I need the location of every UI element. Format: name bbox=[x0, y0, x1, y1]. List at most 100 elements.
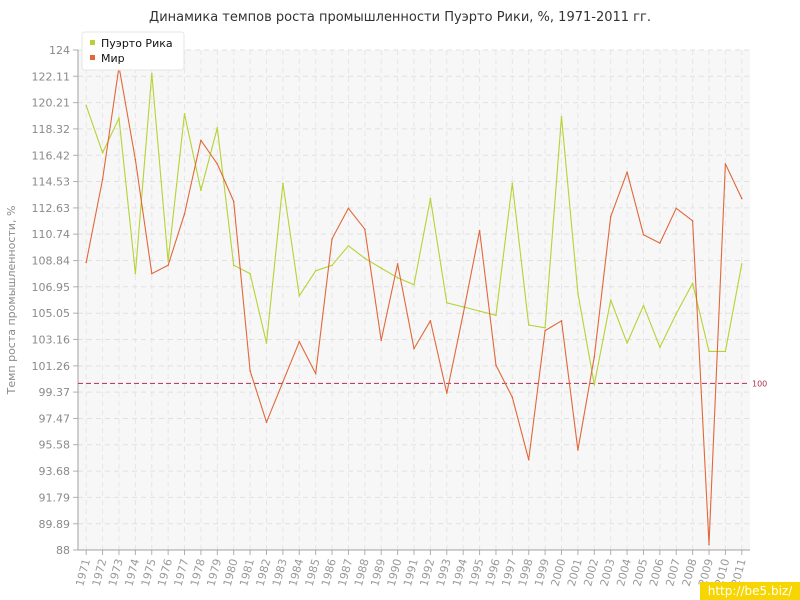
data-point bbox=[134, 158, 137, 161]
y-tick-label: 124 bbox=[49, 44, 70, 57]
data-point bbox=[429, 197, 432, 200]
data-point bbox=[134, 272, 137, 275]
data-point bbox=[445, 301, 448, 304]
legend-box bbox=[81, 31, 185, 71]
y-tick-label: 93.68 bbox=[39, 465, 71, 478]
y-tick-label: 103.16 bbox=[32, 333, 71, 346]
legend-label-puerto-rico: Пуэрто Рика bbox=[101, 37, 173, 50]
data-point bbox=[150, 72, 153, 75]
data-point bbox=[347, 245, 350, 247]
data-point bbox=[495, 314, 497, 317]
y-tick-label: 97.47 bbox=[39, 412, 71, 425]
axes bbox=[73, 49, 750, 555]
data-point bbox=[331, 264, 333, 267]
data-point bbox=[560, 320, 563, 322]
data-point bbox=[593, 383, 596, 386]
watermark-link[interactable]: http://be5.biz/ bbox=[700, 582, 800, 600]
data-point bbox=[314, 270, 317, 272]
data-point bbox=[675, 207, 678, 210]
data-point bbox=[364, 228, 366, 230]
data-point bbox=[167, 260, 169, 262]
data-point bbox=[232, 264, 235, 267]
data-point bbox=[429, 320, 432, 322]
data-point bbox=[101, 178, 104, 180]
data-point bbox=[265, 342, 268, 344]
legend-swatch-world bbox=[90, 55, 95, 60]
data-point bbox=[527, 324, 530, 326]
data-point bbox=[691, 220, 694, 222]
y-tick-label: 95.58 bbox=[39, 439, 71, 452]
data-point bbox=[298, 295, 301, 297]
legend-label-world: Мир bbox=[101, 52, 125, 65]
data-point bbox=[331, 238, 333, 240]
data-point bbox=[708, 543, 710, 546]
data-point bbox=[609, 299, 612, 301]
data-point bbox=[396, 276, 399, 279]
y-tick-label: 91.79 bbox=[39, 491, 71, 504]
data-point bbox=[101, 151, 104, 154]
data-point bbox=[626, 171, 628, 174]
reference-line-group: 100 bbox=[78, 379, 767, 388]
data-point bbox=[183, 213, 186, 215]
y-tick-label: 114.53 bbox=[32, 176, 71, 189]
y-tick-label: 116.42 bbox=[32, 149, 71, 162]
data-point bbox=[511, 396, 514, 399]
data-point bbox=[741, 263, 743, 265]
data-point bbox=[298, 340, 301, 343]
data-point bbox=[527, 458, 530, 461]
data-point bbox=[167, 264, 169, 267]
data-point bbox=[150, 272, 153, 275]
data-point bbox=[462, 306, 464, 308]
y-tick-label: 120.21 bbox=[32, 97, 71, 110]
data-point bbox=[741, 197, 743, 200]
data-point bbox=[364, 257, 366, 260]
data-point bbox=[478, 310, 481, 312]
data-point bbox=[577, 292, 579, 294]
data-point bbox=[216, 163, 219, 165]
data-point bbox=[200, 139, 202, 142]
data-point bbox=[691, 282, 694, 285]
data-point bbox=[249, 370, 251, 372]
data-point bbox=[642, 233, 645, 236]
data-point bbox=[724, 350, 727, 353]
data-point bbox=[511, 182, 514, 185]
data-point bbox=[85, 261, 87, 264]
data-point bbox=[249, 272, 251, 275]
data-point bbox=[659, 242, 661, 244]
y-tick-labels: 124 122.11 120.21 118.32 116.42 114.53 112.63 1… bbox=[32, 44, 71, 557]
legend-swatch-puerto-rico bbox=[90, 40, 95, 45]
data-point bbox=[216, 126, 219, 129]
y-tick-label: 122.11 bbox=[32, 70, 71, 83]
data-point bbox=[708, 350, 710, 353]
y-tick-label: 118.32 bbox=[32, 123, 71, 136]
data-point bbox=[478, 229, 481, 232]
y-tick-label: 99.37 bbox=[39, 386, 71, 399]
legend: Пуэрто Рика Мир bbox=[81, 31, 185, 71]
data-point bbox=[85, 104, 87, 107]
data-point bbox=[347, 207, 350, 210]
data-point bbox=[118, 117, 120, 119]
series-group bbox=[85, 65, 743, 546]
data-point bbox=[232, 200, 235, 203]
y-tick-label: 106.95 bbox=[32, 281, 71, 294]
data-point bbox=[593, 356, 596, 358]
data-point bbox=[282, 182, 284, 185]
data-point bbox=[396, 263, 399, 265]
y-tick-label: 112.63 bbox=[32, 202, 71, 215]
data-point bbox=[314, 372, 317, 375]
data-point bbox=[560, 115, 563, 118]
data-point bbox=[183, 113, 186, 115]
data-point bbox=[445, 392, 448, 394]
y-tick-label: 89.89 bbox=[39, 518, 71, 531]
data-point bbox=[544, 329, 546, 332]
data-point bbox=[626, 342, 628, 344]
data-point bbox=[413, 347, 415, 350]
data-point bbox=[659, 346, 661, 349]
reference-line-label: 100 bbox=[752, 379, 767, 388]
data-point bbox=[577, 449, 579, 451]
data-point bbox=[380, 267, 383, 269]
data-point bbox=[380, 339, 383, 342]
data-point bbox=[200, 189, 202, 192]
data-point bbox=[675, 313, 678, 315]
